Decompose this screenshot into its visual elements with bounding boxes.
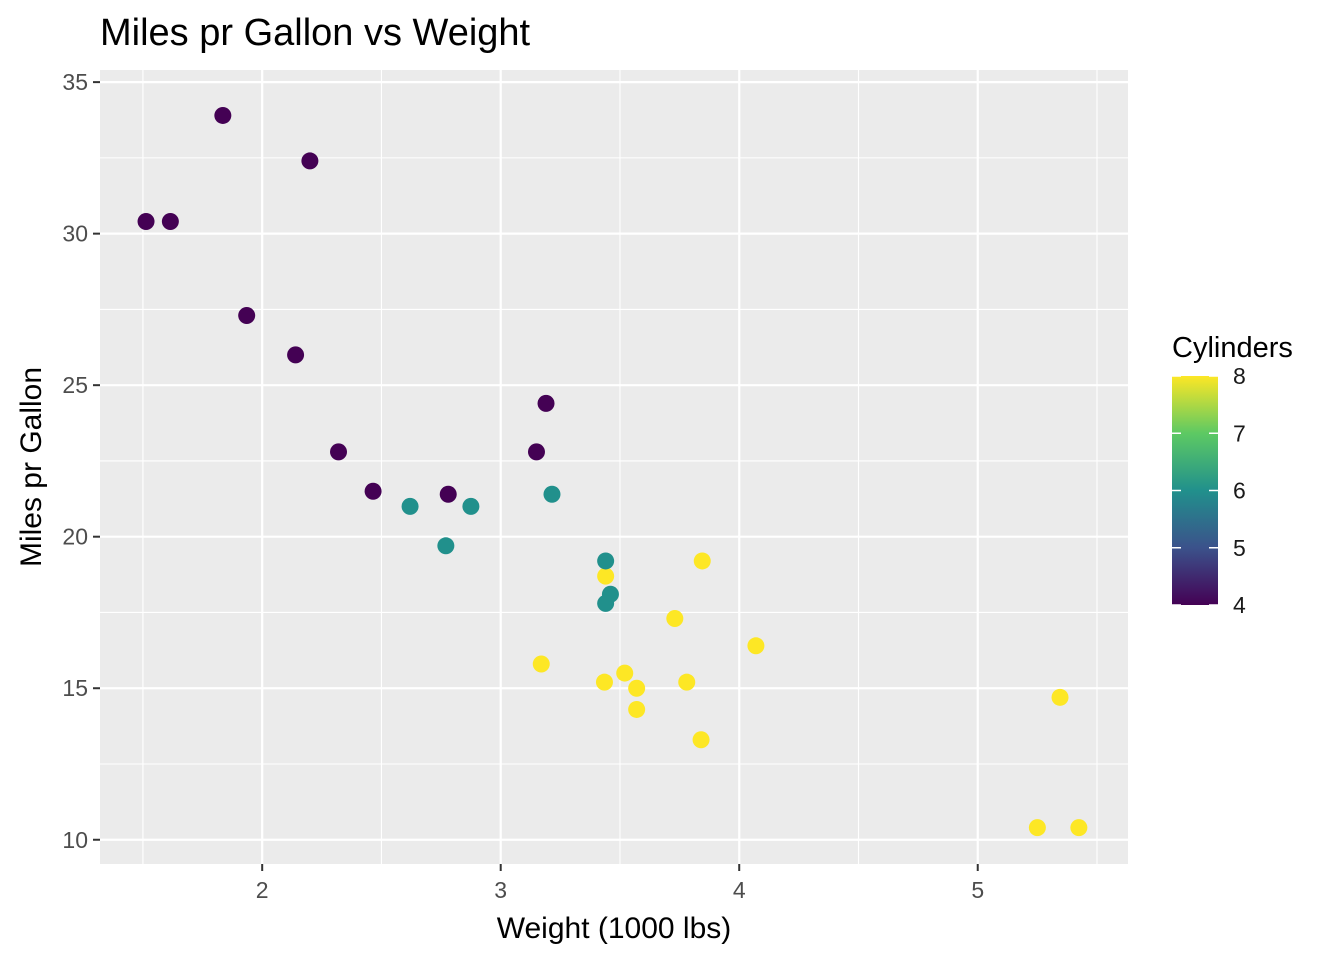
data-point — [543, 485, 561, 503]
data-point — [537, 394, 555, 412]
data-point — [214, 106, 232, 124]
data-point — [401, 497, 419, 515]
legend-tick-label: 4 — [1233, 592, 1246, 618]
data-point — [287, 346, 305, 364]
data-point — [532, 655, 550, 673]
legend: Cylinders 4 5 6 7 8 — [1172, 332, 1293, 618]
data-point — [628, 700, 646, 718]
data-point — [597, 594, 615, 612]
legend-title: Cylinders — [1172, 332, 1293, 364]
legend-tick-label: 8 — [1233, 363, 1246, 389]
data-point — [364, 482, 382, 500]
y-axis-title: Miles pr Gallon — [15, 367, 48, 567]
data-point — [595, 673, 613, 691]
data-point — [597, 552, 615, 570]
data-point — [616, 664, 634, 682]
legend-ticks: 4 5 6 7 8 — [1172, 363, 1246, 618]
plot-panel — [100, 70, 1128, 864]
x-axis: 2 3 4 5 — [256, 864, 984, 903]
data-point — [693, 552, 711, 570]
data-point — [597, 567, 615, 585]
data-point — [678, 673, 696, 691]
y-tick-label: 15 — [62, 675, 88, 701]
data-point — [439, 485, 457, 503]
data-point — [1051, 688, 1069, 706]
data-point — [666, 610, 684, 628]
x-tick-label: 2 — [256, 877, 269, 903]
y-tick-label: 25 — [62, 372, 88, 398]
major-grid — [100, 70, 1128, 864]
x-axis-title: Weight (1000 lbs) — [497, 912, 732, 945]
x-tick-label: 3 — [494, 877, 507, 903]
minor-grid — [100, 70, 1128, 864]
y-axis: 10 15 20 25 30 35 — [62, 69, 100, 853]
y-tick-label: 10 — [62, 827, 88, 853]
data-point — [462, 497, 480, 515]
data-point — [628, 679, 646, 697]
data-points — [137, 106, 1088, 837]
legend-tick-label: 6 — [1233, 478, 1246, 504]
x-tick-label: 5 — [971, 877, 984, 903]
y-tick-label: 20 — [62, 524, 88, 550]
data-point — [137, 213, 155, 231]
y-tick-label: 30 — [62, 221, 88, 247]
legend-tick-label: 5 — [1233, 535, 1246, 561]
chart-title: Miles pr Gallon vs Weight — [100, 12, 531, 54]
data-point — [692, 731, 710, 749]
y-tick-label: 35 — [62, 69, 88, 95]
data-point — [527, 443, 545, 461]
x-tick-label: 4 — [733, 877, 746, 903]
data-point — [437, 537, 455, 555]
data-point — [1070, 819, 1088, 837]
data-point — [330, 443, 348, 461]
data-point — [238, 306, 256, 324]
data-point — [301, 152, 319, 170]
data-point — [1028, 819, 1046, 837]
data-point — [747, 637, 765, 655]
legend-tick-label: 7 — [1233, 420, 1246, 446]
data-point — [161, 213, 179, 231]
